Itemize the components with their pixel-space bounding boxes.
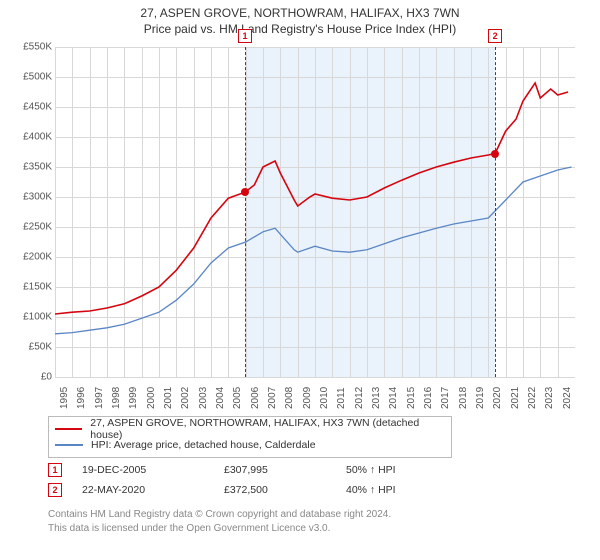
x-tick-label: 2020 [492,387,503,409]
legend: 27, ASPEN GROVE, NORTHOWRAM, HALIFAX, HX… [48,416,452,458]
event-row-marker: 2 [48,483,62,497]
y-tick-label: £0 [41,372,52,383]
event-price: £372,500 [224,484,314,496]
x-tick-label: 2014 [388,387,399,409]
x-tick-label: 2000 [146,387,157,409]
x-tick-label: 2015 [406,387,417,409]
legend-swatch [55,444,83,446]
y-tick-label: £550K [23,42,52,53]
footer-line: Contains HM Land Registry data © Crown c… [48,508,391,522]
event-dot [491,150,499,158]
event-row-marker: 1 [48,463,62,477]
event-line [245,47,246,377]
event-marker: 1 [238,29,252,43]
y-tick-label: £150K [23,282,52,293]
event-marker: 2 [488,29,502,43]
event-row: 1 19-DEC-2005 £307,995 50% ↑ HPI [48,460,428,480]
series-property [55,83,568,314]
event-date: 19-DEC-2005 [82,464,192,476]
x-tick-label: 1995 [59,387,70,409]
x-tick-label: 2022 [527,387,538,409]
event-dot [241,188,249,196]
x-tick-label: 2024 [562,387,573,409]
x-tick-label: 2021 [510,387,521,409]
y-tick-label: £300K [23,192,52,203]
x-tick-label: 2004 [215,387,226,409]
event-delta: 50% ↑ HPI [346,464,396,476]
x-tick-label: 2005 [232,387,243,409]
x-tick-label: 1996 [76,387,87,409]
x-tick-label: 2001 [163,387,174,409]
event-row: 2 22-MAY-2020 £372,500 40% ↑ HPI [48,480,428,500]
x-tick-label: 2010 [319,387,330,409]
x-tick-label: 2009 [302,387,313,409]
x-tick-label: 2002 [180,387,191,409]
y-tick-label: £50K [29,342,52,353]
footer: Contains HM Land Registry data © Crown c… [48,508,391,535]
x-tick-label: 2023 [544,387,555,409]
legend-label: 27, ASPEN GROVE, NORTHOWRAM, HALIFAX, HX… [90,417,445,441]
y-tick-label: £400K [23,132,52,143]
gridline [55,377,575,378]
x-tick-label: 2011 [336,387,347,409]
event-delta: 40% ↑ HPI [346,484,396,496]
series-hpi [55,167,572,334]
legend-swatch [55,428,82,430]
y-tick-label: £500K [23,72,52,83]
y-tick-label: £450K [23,102,52,113]
y-tick-label: £250K [23,222,52,233]
legend-item: 27, ASPEN GROVE, NORTHOWRAM, HALIFAX, HX… [55,421,445,437]
x-tick-label: 1998 [111,387,122,409]
x-tick-label: 2016 [423,387,434,409]
x-tick-label: 2018 [458,387,469,409]
x-tick-label: 2019 [475,387,486,409]
x-tick-label: 2012 [354,387,365,409]
footer-line: This data is licensed under the Open Gov… [48,522,391,536]
event-price: £307,995 [224,464,314,476]
chart-area: £0 £50K £100K £150K £200K £250K £300K £350K £400… [0,42,600,407]
legend-label: HPI: Average price, detached house, Cald… [91,439,316,451]
x-tick-label: 2006 [250,387,261,409]
y-tick-label: £100K [23,312,52,323]
event-line [495,47,496,377]
plot-area: 12 [55,47,575,377]
chart-title: 27, ASPEN GROVE, NORTHOWRAM, HALIFAX, HX… [0,6,600,20]
event-table: 1 19-DEC-2005 £307,995 50% ↑ HPI 2 22-MAY-202… [48,460,428,500]
x-tick-label: 2003 [198,387,209,409]
y-tick-label: £200K [23,252,52,263]
x-tick-label: 2013 [371,387,382,409]
event-date: 22-MAY-2020 [82,484,192,496]
x-tick-label: 2008 [284,387,295,409]
x-tick-label: 2007 [267,387,278,409]
chart-subtitle: Price paid vs. HM Land Registry's House … [0,22,600,36]
x-tick-label: 2017 [440,387,451,409]
x-tick-label: 1999 [128,387,139,409]
x-tick-label: 1997 [94,387,105,409]
y-tick-label: £350K [23,162,52,173]
